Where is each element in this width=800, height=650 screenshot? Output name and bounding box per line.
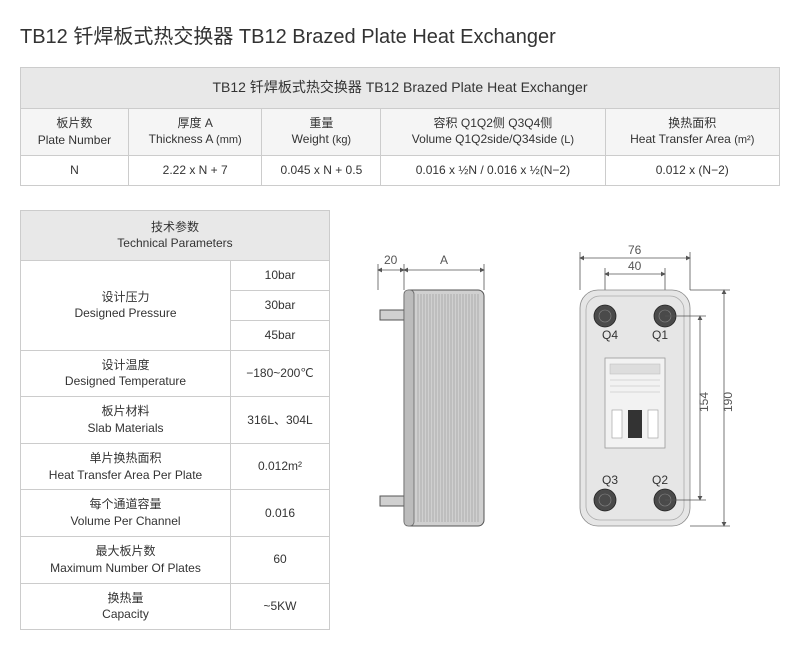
row-label-materials: 板片材料Slab Materials [21,397,231,444]
row-value: 45bar [231,320,330,350]
table-row: N 2.22 x N + 7 0.045 x N + 0.5 0.016 x ½… [21,155,780,185]
params-title: 技术参数 Technical Parameters [21,210,330,261]
col-plate-number: 板片数 Plate Number [21,108,129,155]
row-label-capacity: 换热量Capacity [21,583,231,630]
dim-thickness: A [440,253,448,267]
col-weight: 重量 Weight (kg) [262,108,381,155]
dim-height-outer: 190 [721,391,735,411]
heat-exchanger-drawing: 20 A 76 [360,240,760,580]
table-row: 最大板片数Maximum Number Of Plates 60 [21,536,330,583]
col-thickness: 厚度 A Thickness A (mm) [128,108,262,155]
row-value: 10bar [231,261,330,291]
side-view: 20 A [378,253,484,526]
table-row: 换热量Capacity ~5KW [21,583,330,630]
col-volume: 容积 Q1Q2侧 Q3Q4侧 Volume Q1Q2side/Q34side (… [381,108,605,155]
row-value: 60 [231,536,330,583]
dim-height-inner: 154 [697,391,711,411]
technical-parameters-table: 技术参数 Technical Parameters 设计压力 Designed … [20,210,330,631]
cell-heat-area: 0.012 x (N−2) [605,155,779,185]
main-spec-table: TB12 钎焊板式热交换器 TB12 Brazed Plate Heat Exc… [20,67,780,186]
row-value: 316L、304L [231,397,330,444]
cell-thickness: 2.22 x N + 7 [128,155,262,185]
table-row: 设计温度Designed Temperature −180~200℃ [21,350,330,397]
dim-width-inner: 40 [628,259,642,273]
row-label-vol-per-channel: 每个通道容量Volume Per Channel [21,490,231,537]
svg-text:Q2: Q2 [652,473,668,487]
cell-weight: 0.045 x N + 0.5 [262,155,381,185]
dimension-diagram: 20 A 76 [360,210,780,585]
table-row: 板片材料Slab Materials 316L、304L [21,397,330,444]
svg-text:Q3: Q3 [602,473,618,487]
table-row: 单片换热面积Heat Transfer Area Per Plate 0.012… [21,443,330,490]
row-value: 0.016 [231,490,330,537]
row-value: 30bar [231,290,330,320]
table-row: 设计压力 Designed Pressure 10bar [21,261,330,291]
cell-plate-number: N [21,155,129,185]
row-value: ~5KW [231,583,330,630]
front-view: 76 40 Q4 Q1 [580,243,735,526]
row-label-pressure: 设计压力 Designed Pressure [21,261,231,350]
row-label-temp: 设计温度Designed Temperature [21,350,231,397]
svg-text:Q4: Q4 [602,328,618,342]
cell-volume: 0.016 x ½N / 0.016 x ½(N−2) [381,155,605,185]
svg-text:Q1: Q1 [652,328,668,342]
row-label-area-per-plate: 单片换热面积Heat Transfer Area Per Plate [21,443,231,490]
row-label-max-plates: 最大板片数Maximum Number Of Plates [21,536,231,583]
col-heat-area: 换热面积 Heat Transfer Area (m²) [605,108,779,155]
main-table-title: TB12 钎焊板式热交换器 TB12 Brazed Plate Heat Exc… [21,68,780,109]
row-value: 0.012m² [231,443,330,490]
dim-width-outer: 76 [628,243,642,257]
table-row: 每个通道容量Volume Per Channel 0.016 [21,490,330,537]
dim-offset: 20 [384,253,398,267]
row-value: −180~200℃ [231,350,330,397]
page-title: TB12 钎焊板式热交换器 TB12 Brazed Plate Heat Exc… [20,20,780,49]
